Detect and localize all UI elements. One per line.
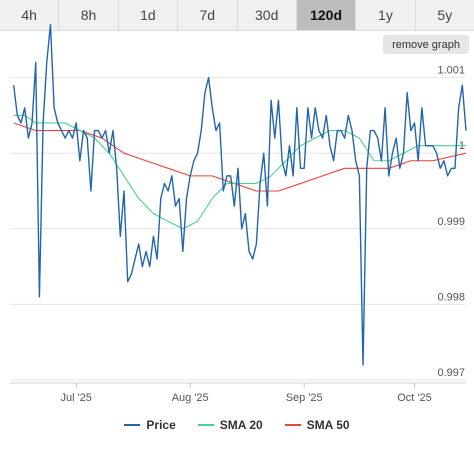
legend-label-sma20: SMA 20 — [219, 418, 263, 432]
tab-label: 4h — [21, 7, 37, 23]
chart-legend: Price SMA 20 SMA 50 — [0, 418, 474, 432]
tab-label: 1y — [378, 7, 393, 23]
x-tick-label: Oct '25 — [397, 392, 432, 404]
tab-120d[interactable]: 120d — [296, 0, 357, 30]
sma20-series-line — [13, 114, 466, 230]
remove-graph-label: remove graph — [392, 38, 460, 51]
tab-label: 30d — [255, 7, 279, 23]
tab-label: 8h — [80, 7, 97, 23]
price-series-line — [12, 23, 467, 366]
y-tick-label: 0.999 — [437, 216, 465, 228]
tab-5y[interactable]: 5y — [416, 0, 474, 30]
tab-7d[interactable]: 7d — [178, 0, 238, 30]
x-tick-label: Jul '25 — [60, 392, 91, 404]
tab-8h[interactable]: 8h — [59, 0, 119, 30]
legend-item-sma50[interactable]: SMA 50 — [284, 418, 350, 432]
legend-label-price: Price — [146, 418, 176, 432]
legend-swatch-sma20 — [197, 424, 214, 426]
tab-1d[interactable]: 1d — [119, 0, 179, 30]
legend-item-sma20[interactable]: SMA 20 — [197, 418, 263, 432]
y-tick-label: 1 — [459, 140, 465, 152]
legend-item-price[interactable]: Price — [124, 418, 176, 432]
tab-label: 5y — [437, 7, 453, 23]
tab-label: 120d — [310, 7, 343, 23]
x-tick-label: Sep '25 — [286, 392, 323, 404]
price-chart: 1.001 1 0.999 0.998 0.997 Jul '25 Aug '25 Sep '… — [10, 23, 467, 404]
tab-4h[interactable]: 4h — [0, 0, 60, 30]
legend-label-sma50: SMA 50 — [306, 418, 350, 432]
remove-graph-button[interactable]: remove graph — [383, 35, 469, 54]
y-tick-label: 1.001 — [437, 65, 465, 77]
legend-swatch-price — [124, 424, 141, 426]
y-tick-label: 0.997 — [437, 367, 465, 379]
legend-swatch-sma50 — [284, 424, 301, 426]
tab-label: 7d — [199, 7, 216, 23]
tab-1y[interactable]: 1y — [356, 0, 416, 30]
y-tick-label: 0.998 — [437, 291, 465, 303]
tab-30d[interactable]: 30d — [238, 0, 297, 30]
x-tick-label: Aug '25 — [172, 392, 209, 404]
tab-label: 1d — [140, 7, 156, 23]
timeframe-tabs: 4h 8h 1d 7d 30d 120d 1y 5y — [0, 0, 474, 31]
